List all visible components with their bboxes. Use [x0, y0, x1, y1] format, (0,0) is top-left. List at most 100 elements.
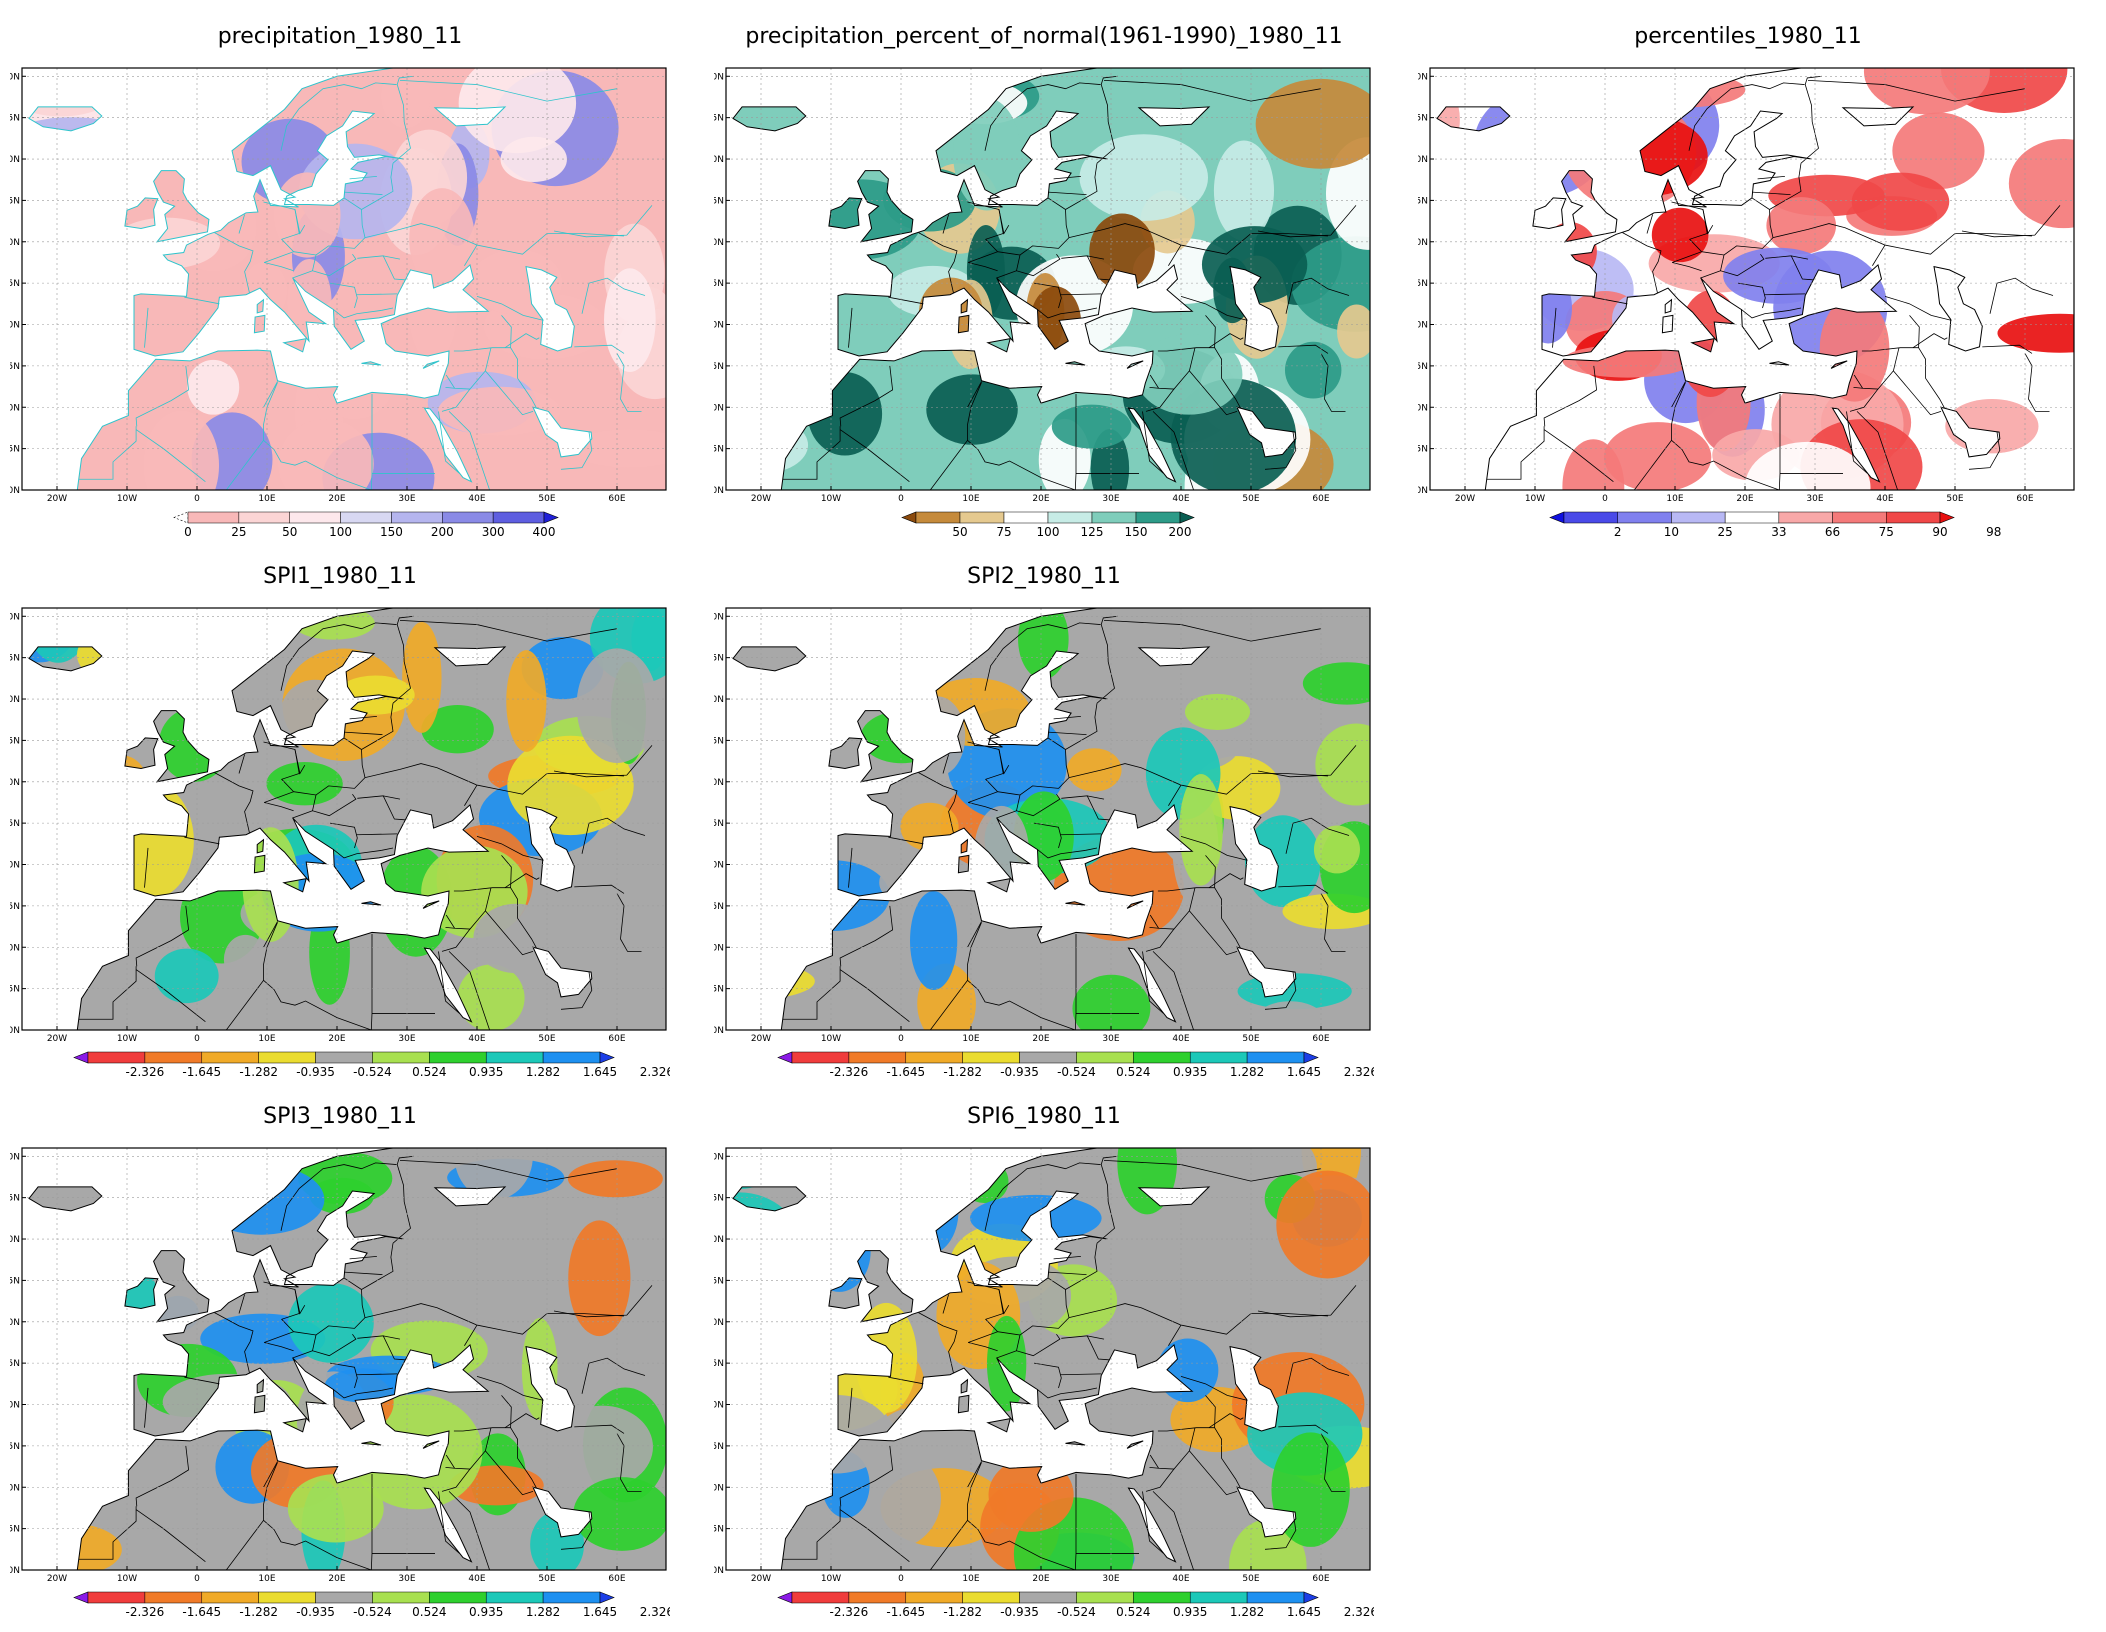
panel-title: precipitation_percent_of_normal(1961-199…	[745, 24, 1343, 49]
lon-tick-label: 60E	[1312, 1034, 1329, 1044]
water-whitesea	[1843, 106, 1913, 126]
colorbar-swatch	[492, 511, 545, 524]
colorbar-swatch	[1563, 511, 1618, 524]
lon-tick-label: 30E	[1102, 494, 1119, 504]
lat-tick-label: 70N	[1418, 72, 1428, 82]
lat-tick-label: 30N	[714, 943, 724, 953]
lon-tick-label: 60E	[1312, 1574, 1329, 1584]
coastline	[28, 68, 666, 490]
water-whitesea	[1139, 1186, 1209, 1206]
coastline	[28, 1148, 666, 1570]
colorbar-label: 1.645	[583, 1065, 617, 1079]
water-persian	[533, 407, 592, 457]
colorbar-label: 200	[431, 525, 454, 539]
colorbar-label: 0.524	[412, 1605, 446, 1619]
water-baltic	[988, 111, 1108, 206]
lon-tick-label: 10E	[258, 494, 275, 504]
map-spi6: 70N 65N 60N 55N 50N 45N 40N 35N 30N 25N 20N 20W 10W 0…	[714, 1147, 1374, 1619]
colorbar-swatch	[289, 511, 341, 524]
lat-tick-label: 20N	[10, 1566, 20, 1576]
lat-tick-label: 65N	[714, 114, 724, 124]
graticule	[726, 608, 1370, 1030]
colorbar-swatch	[340, 511, 392, 524]
colorbar-swatch	[372, 1591, 430, 1604]
colorbar-label: 150	[1125, 525, 1148, 539]
colorbar-swatch	[905, 1051, 963, 1064]
lat-tick-label: 45N	[1418, 279, 1428, 289]
lat-tick-label: 55N	[714, 736, 724, 746]
water-baltic	[1692, 111, 1812, 206]
lat-tick-label: 45N	[714, 279, 724, 289]
lon-tick-label: 10W	[821, 494, 841, 504]
colorbar-swatch	[542, 1051, 601, 1064]
lat-tick-label: 55N	[10, 196, 20, 206]
lon-tick-label: 20W	[751, 1034, 771, 1044]
colorbar-swatch	[1003, 511, 1049, 524]
colorbar-label: 2	[1614, 525, 1622, 539]
colorbar-label: 1.645	[1287, 1065, 1321, 1079]
water-whitesea	[435, 106, 505, 126]
lon-tick-label: 50E	[1946, 494, 1963, 504]
panel-percent-of-normal: precipitation_percent_of_normal(1961-199…	[714, 24, 1374, 544]
lat-tick-label: 50N	[10, 238, 20, 248]
colorbar-arrow-high	[1303, 1051, 1319, 1064]
lon-tick-label: 10W	[117, 494, 137, 504]
colorbar-arrow-low	[777, 1051, 793, 1064]
map-group: 70N 65N 60N 55N 50N 45N 40N 35N 30N 25N 20N 20W 10W 0…	[714, 67, 1371, 504]
colorbar-arrow-low	[777, 1591, 793, 1604]
colorbar-label: 2.326	[1344, 1605, 1374, 1619]
colorbar-label: -0.935	[1000, 1605, 1039, 1619]
lat-tick-label: 35N	[714, 902, 724, 912]
lat-tick-label: 65N	[10, 654, 20, 664]
lat-tick-label: 50N	[714, 238, 724, 248]
lon-tick-label: 10E	[258, 1034, 275, 1044]
colorbar-swatch	[372, 1051, 430, 1064]
lat-tick-label: 60N	[714, 1235, 724, 1245]
colorbar-arrow-low	[73, 1591, 89, 1604]
colorbar-label: 90	[1932, 525, 1947, 539]
colorbar-label: 0.935	[1173, 1065, 1207, 1079]
colorbar-swatch	[1671, 511, 1726, 524]
colorbar-label: 2.326	[640, 1605, 670, 1619]
colorbar-swatch	[1076, 1591, 1134, 1604]
water-whitesea	[435, 1186, 505, 1206]
lon-tick-label: 10E	[1666, 494, 1683, 504]
water-persian	[533, 1487, 592, 1537]
colorbar-swatch	[429, 1591, 487, 1604]
map-frame	[725, 607, 1371, 1031]
lon-tick-label: 50E	[538, 494, 555, 504]
colorbar: -2.326 -1.645 -1.282 -0.935 -0.524 0.524 0.935…	[73, 1051, 670, 1079]
colorbar-swatch	[442, 511, 494, 524]
lat-tick-label: 55N	[714, 1276, 724, 1286]
lon-tick-label: 0	[194, 494, 200, 504]
colorbar-arrow-high	[543, 511, 559, 524]
colorbar-label: 150	[380, 525, 403, 539]
lat-tick-label: 30N	[10, 943, 20, 953]
lon-tick-label: 30E	[1806, 494, 1823, 504]
lon-tick-label: 10W	[1525, 494, 1545, 504]
map-spi1: 70N 65N 60N 55N 50N 45N 40N 35N 30N 25N 20N 20W 10W 0…	[10, 607, 670, 1079]
lon-tick-label: 0	[898, 1574, 904, 1584]
colorbar-swatch	[848, 1051, 907, 1064]
map-frame	[1429, 67, 2075, 491]
lon-tick-label: 0	[898, 494, 904, 504]
land-field	[733, 68, 1370, 490]
map-percentiles: 70N 65N 60N 55N 50N 45N 40N 35N 30N 25N 20N 20W 10W 0…	[1418, 67, 2075, 539]
colorbar-label: 0.935	[469, 1065, 503, 1079]
panel-title: percentiles_1980_11	[1634, 24, 1862, 49]
map-group: 70N 65N 60N 55N 50N 45N 40N 35N 30N 25N 20N 20W 10W 0…	[10, 607, 667, 1044]
lat-tick-label: 20N	[714, 1566, 724, 1576]
colorbar-label: -0.935	[296, 1605, 335, 1619]
colorbar-swatch	[1617, 511, 1672, 524]
colorbar-label: 0.935	[1173, 1605, 1207, 1619]
colorbar-label: -1.645	[182, 1065, 221, 1079]
map-group: 70N 65N 60N 55N 50N 45N 40N 35N 30N 25N 20N 20W 10W 0…	[714, 1147, 1371, 1584]
water-redsea	[1832, 408, 1880, 482]
lat-tick-label: 40N	[10, 1401, 20, 1411]
lat-tick-label: 60N	[714, 155, 724, 165]
colorbar: 2 10 25 33 66 75 90 98	[1549, 511, 2001, 539]
water-caspian	[526, 266, 575, 351]
colorbar-swatch	[144, 1051, 203, 1064]
map-frame	[725, 1147, 1371, 1571]
lon-tick-label: 0	[194, 1574, 200, 1584]
